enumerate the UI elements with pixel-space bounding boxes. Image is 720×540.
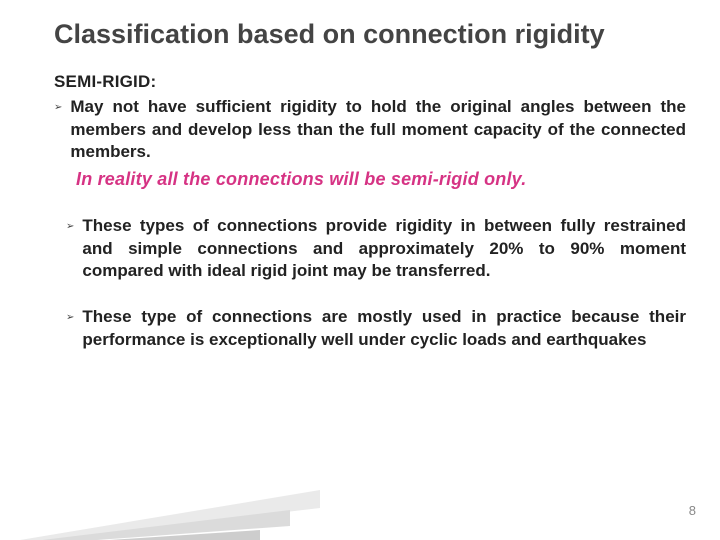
triangle-bullet-icon: ➢ bbox=[54, 97, 62, 119]
corner-decor-icon bbox=[0, 430, 320, 540]
bullet-item: ➢ These types of connections provide rig… bbox=[66, 215, 686, 282]
decor-stripe bbox=[0, 510, 290, 540]
bullet-item: ➢ May not have sufficient rigidity to ho… bbox=[54, 96, 686, 163]
decor-group bbox=[0, 490, 320, 540]
page-number: 8 bbox=[689, 503, 696, 518]
slide: Classification based on connection rigid… bbox=[0, 0, 720, 540]
bullet-text: These types of connections provide rigid… bbox=[82, 215, 686, 282]
triangle-bullet-icon: ➢ bbox=[66, 307, 74, 329]
bullet-text: May not have sufficient rigidity to hold… bbox=[70, 96, 686, 163]
decor-stripe bbox=[0, 490, 320, 540]
subheading: SEMI-RIGID: bbox=[54, 72, 686, 92]
slide-title: Classification based on connection rigid… bbox=[54, 18, 686, 50]
bullet-text: These type of connections are mostly use… bbox=[82, 306, 686, 351]
triangle-bullet-icon: ➢ bbox=[66, 216, 74, 238]
decor-stripe bbox=[0, 530, 260, 540]
bullet-block: ➢ These type of connections are mostly u… bbox=[54, 306, 686, 351]
bullet-block: ➢ These types of connections provide rig… bbox=[54, 215, 686, 282]
bullet-item: ➢ These type of connections are mostly u… bbox=[66, 306, 686, 351]
italic-note: In reality all the connections will be s… bbox=[54, 168, 686, 191]
